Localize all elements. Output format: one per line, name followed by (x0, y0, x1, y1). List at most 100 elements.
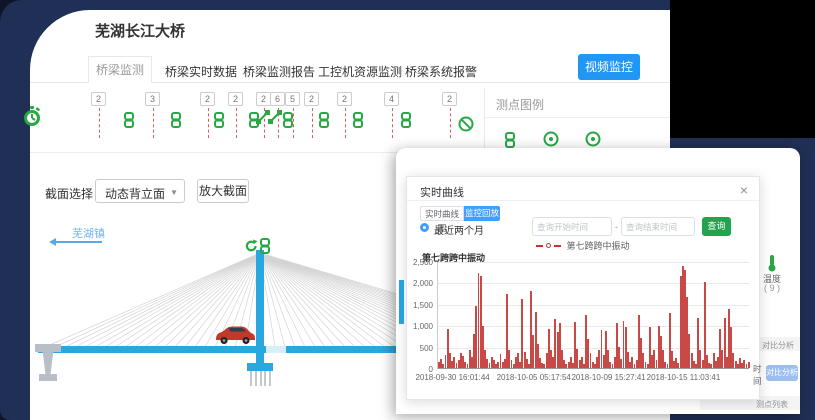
sensor-drop-line (293, 108, 294, 138)
abutment-base (39, 374, 57, 381)
legend-link-icon (505, 132, 515, 148)
car-icon (216, 326, 255, 344)
chart-bar (550, 350, 552, 368)
chart-bar (747, 361, 750, 368)
video-monitor-button[interactable]: 视频监控 (578, 54, 640, 80)
pile (269, 371, 272, 386)
chart-bar (721, 350, 724, 368)
chart-bar (732, 353, 735, 368)
strain-gauge-icon[interactable] (256, 110, 270, 124)
tab-ipc-resource-monitor[interactable]: 工控机资源监测 (318, 65, 403, 79)
chart-legend[interactable]: 第七跨跨中振动 (407, 239, 759, 252)
sensor-link-icon[interactable] (259, 238, 271, 254)
gridline (438, 326, 749, 328)
close-icon[interactable]: × (739, 182, 748, 198)
sensor-link-icon[interactable] (123, 112, 135, 128)
y-axis-label: 1,000 (412, 322, 433, 332)
x-axis-label: 2018-10-15 11:03:41 (646, 373, 721, 382)
chart-bar (466, 364, 469, 368)
chart-bar (521, 298, 524, 368)
chart-bar (473, 333, 476, 368)
chart-bar (635, 360, 638, 368)
disabled-sensor-icon[interactable] (458, 116, 474, 132)
sensor-count-badge: 3 (145, 92, 160, 106)
chart-bar (642, 353, 645, 368)
chart-bar (495, 364, 498, 368)
chart-bar (725, 356, 728, 368)
chart-bar (528, 364, 530, 368)
tab-monitor-report[interactable]: 桥梁监测报告 (243, 65, 316, 79)
chart-bar (730, 327, 733, 368)
background-bridge-fragment (399, 280, 404, 324)
sensor-link-icon[interactable] (282, 112, 294, 128)
recent-two-months-label: 最近两个月 (434, 226, 484, 237)
point-list-label: 测点列表 (756, 400, 788, 409)
sensor-link-icon[interactable] (170, 112, 182, 128)
chart-bar (569, 356, 572, 368)
chart-bar (547, 329, 550, 368)
chart-bar (637, 315, 640, 368)
chart-bar (697, 317, 700, 368)
chart-bar (459, 353, 462, 368)
tab-realtime-data[interactable]: 桥梁实时数据 (165, 65, 238, 79)
sensor-drop-line (345, 108, 346, 138)
chart-bar (688, 333, 691, 368)
chart-bar (558, 322, 561, 368)
strain-gauge-icon[interactable] (268, 110, 282, 124)
chart-bar (684, 269, 686, 368)
sensor-link-icon[interactable] (318, 112, 330, 128)
chart-bar (594, 364, 596, 368)
chart-bar (440, 358, 443, 368)
chevron-down-icon: ▼ (170, 188, 178, 197)
sensor-count-badge: 2 (256, 92, 271, 106)
chart-bar (492, 360, 495, 368)
compare-analysis-button[interactable]: 对比分析 (766, 365, 798, 381)
tab-bridge-monitor[interactable]: 桥梁监测 (88, 56, 152, 83)
chart-bar (499, 354, 502, 368)
chart-bar (596, 356, 599, 368)
chart-bar (578, 360, 581, 368)
chart-bar (589, 353, 592, 368)
chart-bar (648, 327, 651, 368)
pile (254, 371, 257, 386)
dialog-tab-playback[interactable]: 监控回放 (464, 206, 500, 221)
sensor-drop-line (236, 108, 237, 138)
section-select-dropdown[interactable]: 动态背立面 ▼ (95, 179, 185, 203)
chart-bar (618, 347, 621, 368)
gridline (438, 283, 749, 285)
chart-bar (455, 362, 458, 368)
sensor-link-icon[interactable] (352, 112, 364, 128)
search-button[interactable]: 查询 (702, 217, 731, 236)
tabbar-divider (30, 82, 670, 83)
chart-bar (525, 359, 528, 368)
tab-system-alarm[interactable]: 桥梁系统报警 (405, 65, 478, 79)
recent-two-months-radio[interactable] (420, 223, 429, 232)
dialog-header: 实时曲线 × (407, 177, 759, 201)
sensor-drop-line (392, 108, 393, 138)
end-time-input[interactable] (621, 217, 695, 236)
sensor-link-icon[interactable] (213, 112, 225, 128)
y-axis-label: 0 (428, 365, 433, 374)
chart-bar (541, 362, 544, 368)
chart-bar (631, 356, 634, 368)
sensor-count-badge: 5 (285, 92, 300, 106)
chart-bar (624, 327, 627, 368)
chart-bar (462, 356, 465, 368)
chart-bar (484, 350, 487, 368)
gauge-clock-icon[interactable] (22, 106, 42, 128)
chart-bar (446, 329, 449, 368)
chart-bar (604, 331, 607, 368)
chart-bar (690, 353, 693, 368)
start-time-input[interactable] (532, 217, 612, 236)
dialog-tab-realtime-curve[interactable]: 实时曲线图 (420, 206, 464, 233)
sensor-link-icon[interactable] (400, 112, 412, 128)
sensor-count-badge: 2 (228, 92, 243, 106)
rotation-sensor-icon[interactable] (244, 239, 258, 253)
chart-bar (677, 362, 680, 368)
chart-bar (728, 308, 730, 368)
chart-bar (706, 355, 708, 368)
chart-bar (640, 338, 643, 368)
chart-bar (609, 361, 612, 368)
chart-bar (644, 361, 647, 368)
zoom-section-button[interactable]: 放大截面 (197, 179, 249, 203)
